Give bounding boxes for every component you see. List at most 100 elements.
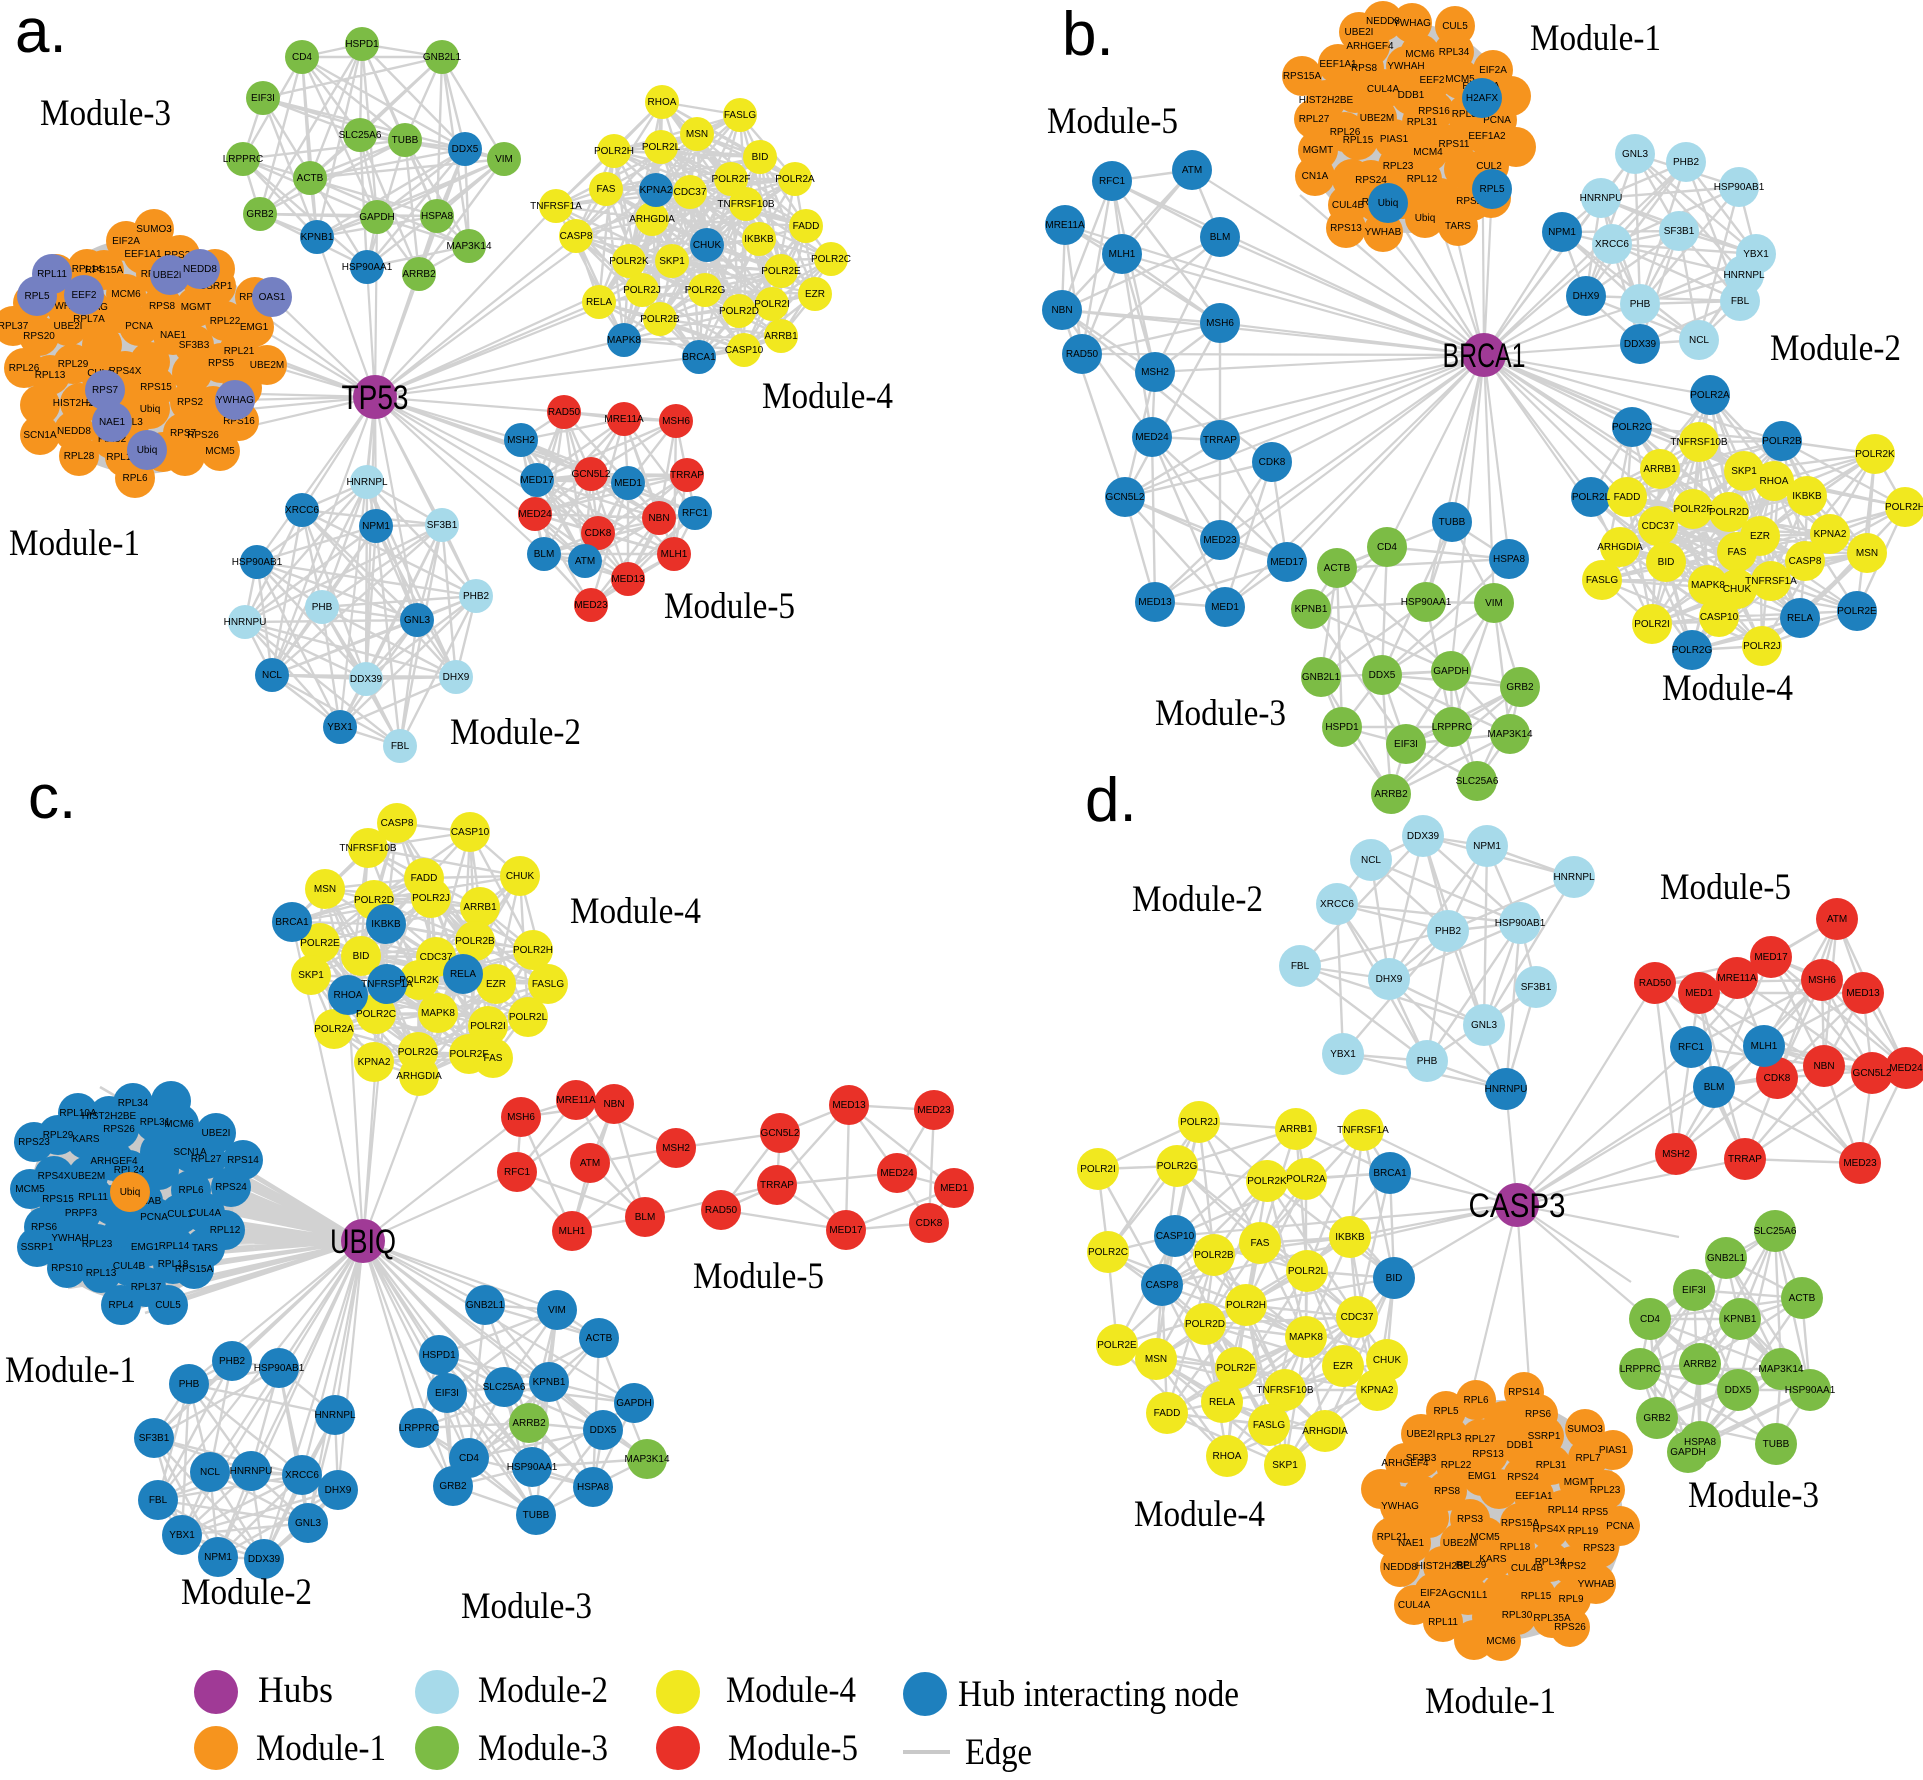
svg-text:NAE1: NAE1: [99, 417, 126, 428]
svg-text:CDC37: CDC37: [420, 952, 453, 963]
svg-text:ARRB2: ARRB2: [512, 1418, 546, 1429]
svg-text:TARS: TARS: [192, 1243, 218, 1254]
svg-text:FADD: FADD: [793, 221, 820, 232]
svg-text:RPL5: RPL5: [1433, 1406, 1458, 1417]
svg-text:RPL6: RPL6: [1463, 1395, 1488, 1406]
svg-text:POLR2J: POLR2J: [412, 893, 450, 904]
svg-text:DDB1: DDB1: [1398, 90, 1425, 101]
svg-text:MED24: MED24: [880, 1168, 914, 1179]
svg-text:RELA: RELA: [450, 969, 476, 980]
svg-text:MAP3K14: MAP3K14: [446, 241, 491, 252]
svg-text:RPL23: RPL23: [82, 1239, 113, 1250]
svg-text:HNRNPL: HNRNPL: [1553, 872, 1595, 883]
svg-text:RPS8: RPS8: [1351, 63, 1378, 74]
svg-text:POLR2E: POLR2E: [1097, 1340, 1137, 1351]
svg-text:HSPD1: HSPD1: [1325, 722, 1359, 733]
svg-text:NEDD8: NEDD8: [183, 264, 217, 275]
svg-text:MED1: MED1: [614, 478, 642, 489]
svg-text:RPS26: RPS26: [187, 430, 219, 441]
svg-text:GRB2: GRB2: [1506, 682, 1534, 693]
svg-text:RPS4X: RPS4X: [1533, 1524, 1566, 1535]
svg-text:NPM1: NPM1: [1548, 227, 1576, 238]
svg-text:MSN: MSN: [686, 129, 708, 140]
svg-text:MSH2: MSH2: [662, 1143, 690, 1154]
svg-text:RPS16: RPS16: [1418, 106, 1450, 117]
svg-text:TNFRSF10B: TNFRSF10B: [1670, 437, 1728, 448]
svg-text:BLM: BLM: [1704, 1082, 1725, 1093]
svg-text:MGMT: MGMT: [181, 302, 212, 313]
svg-text:KPNB1: KPNB1: [301, 232, 334, 243]
svg-text:POLR2K: POLR2K: [1247, 1176, 1287, 1187]
svg-text:TRRAP: TRRAP: [670, 470, 704, 481]
svg-text:KPNA2: KPNA2: [640, 185, 673, 196]
svg-text:KPNB1: KPNB1: [1724, 1314, 1757, 1325]
svg-text:CD4: CD4: [292, 52, 312, 63]
svg-text:POLR2A: POLR2A: [775, 174, 815, 185]
svg-text:POLR2L: POLR2L: [509, 1012, 548, 1023]
svg-text:TRRAP: TRRAP: [1728, 1154, 1762, 1165]
svg-text:TRRAP: TRRAP: [1203, 435, 1237, 446]
svg-text:POLR2K: POLR2K: [609, 256, 649, 267]
svg-text:ARHGEF4: ARHGEF4: [1381, 1458, 1429, 1469]
svg-text:GNB2L1: GNB2L1: [1302, 672, 1341, 683]
svg-text:SKP1: SKP1: [1731, 466, 1757, 477]
svg-text:POLR2B: POLR2B: [455, 936, 495, 947]
svg-text:XRCC6: XRCC6: [1320, 899, 1354, 910]
svg-text:c.: c.: [28, 763, 76, 832]
svg-text:MED23: MED23: [1843, 1158, 1877, 1169]
svg-text:RPS16: RPS16: [223, 416, 255, 427]
svg-text:Module-4: Module-4: [1662, 668, 1793, 709]
svg-text:RPS23: RPS23: [164, 250, 196, 261]
svg-text:ACTB: ACTB: [297, 173, 324, 184]
svg-text:RPS8: RPS8: [149, 301, 176, 312]
svg-text:RPL22: RPL22: [1441, 1460, 1472, 1471]
svg-text:UBIQ: UBIQ: [330, 1223, 396, 1261]
svg-text:MCM5: MCM5: [1470, 1532, 1500, 1543]
svg-text:Module-5: Module-5: [693, 1256, 824, 1297]
svg-text:MSH6: MSH6: [1206, 318, 1234, 329]
svg-text:MAP3K14: MAP3K14: [624, 1454, 669, 1465]
svg-text:RPL13: RPL13: [35, 370, 66, 381]
svg-text:XRCC6: XRCC6: [1595, 239, 1629, 250]
svg-text:POLR2G: POLR2G: [1157, 1161, 1198, 1172]
svg-text:POLR2G: POLR2G: [1672, 645, 1713, 656]
svg-text:XRCC6: XRCC6: [285, 1470, 319, 1481]
svg-text:UBE2I: UBE2I: [1345, 27, 1374, 38]
svg-text:GNL3: GNL3: [295, 1518, 322, 1529]
svg-text:TNFRSF10B: TNFRSF10B: [1256, 1385, 1314, 1396]
svg-text:CUL4A: CUL4A: [1367, 84, 1400, 95]
svg-text:RPL4: RPL4: [108, 1300, 133, 1311]
svg-text:d.: d.: [1085, 766, 1137, 835]
svg-text:CDK8: CDK8: [1259, 457, 1286, 468]
svg-text:RPL24: RPL24: [114, 1165, 145, 1176]
svg-text:MCM5: MCM5: [15, 1184, 45, 1195]
svg-text:NPM1: NPM1: [1473, 841, 1501, 852]
svg-text:MCM6: MCM6: [1405, 49, 1435, 60]
svg-text:SUMO3: SUMO3: [1567, 1424, 1603, 1435]
svg-text:POLR2D: POLR2D: [719, 306, 759, 317]
svg-text:RPS15A: RPS15A: [85, 265, 124, 276]
svg-text:YWHAG: YWHAG: [1381, 1501, 1419, 1512]
svg-text:ARHGEF4: ARHGEF4: [90, 1156, 138, 1167]
svg-text:OAS1: OAS1: [259, 292, 286, 303]
svg-text:RPS2: RPS2: [177, 397, 204, 408]
svg-text:SSRP1: SSRP1: [21, 1242, 54, 1253]
svg-text:RPS24: RPS24: [1507, 1472, 1539, 1483]
svg-text:GCN5L2: GCN5L2: [572, 469, 611, 480]
svg-text:BLM: BLM: [635, 1212, 656, 1223]
svg-text:RPS3: RPS3: [1457, 1514, 1484, 1525]
svg-text:DHX9: DHX9: [325, 1485, 352, 1496]
svg-text:RPL6: RPL6: [178, 1185, 203, 1196]
svg-text:RPL12: RPL12: [1407, 174, 1438, 185]
svg-text:MGMT: MGMT: [1564, 1477, 1595, 1488]
svg-text:YWHAB: YWHAB: [1365, 227, 1402, 238]
svg-text:DDX5: DDX5: [590, 1425, 617, 1436]
svg-text:Module-3: Module-3: [1155, 693, 1286, 734]
svg-text:POLR2I: POLR2I: [754, 299, 790, 310]
svg-text:RHOA: RHOA: [334, 990, 363, 1001]
svg-text:POLR2C: POLR2C: [1088, 1247, 1128, 1258]
svg-text:EIF3I: EIF3I: [251, 93, 275, 104]
svg-text:HSP90AA1: HSP90AA1: [1401, 597, 1452, 608]
svg-text:RELA: RELA: [1209, 1397, 1235, 1408]
svg-text:RPL35A: RPL35A: [1533, 1613, 1571, 1624]
